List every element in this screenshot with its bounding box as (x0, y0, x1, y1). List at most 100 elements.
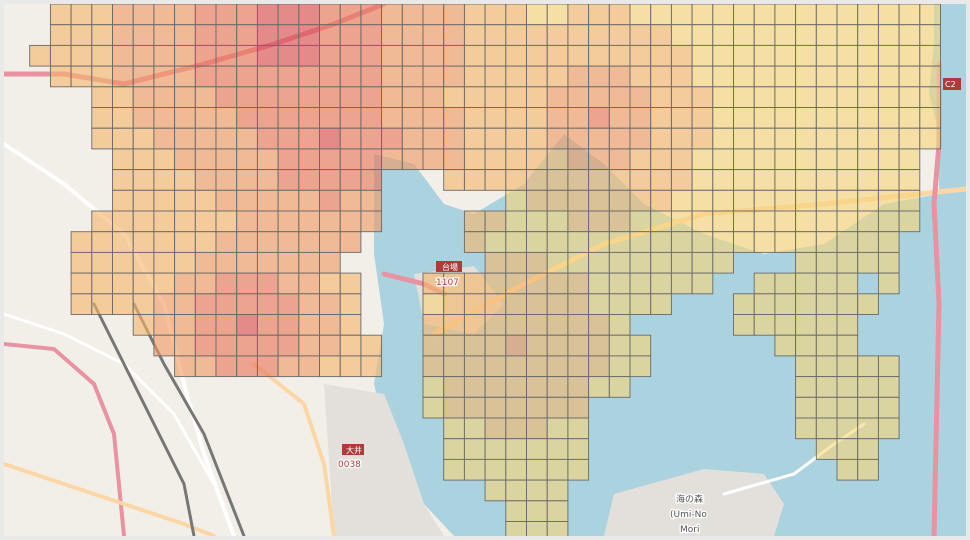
heatmap-cell (194, 355, 217, 378)
heatmap-cell (629, 127, 652, 150)
heatmap-cell (236, 4, 258, 26)
heatmap-cell (153, 24, 176, 46)
heatmap-cell (277, 210, 300, 233)
heatmap-cell (505, 355, 527, 378)
heatmap-cell (877, 65, 900, 88)
heatmap-cell (215, 293, 238, 315)
heatmap-cell (381, 107, 403, 129)
heatmap-cell (857, 127, 879, 150)
heatmap-cell (608, 107, 631, 129)
heatmap-cell (608, 148, 631, 171)
heatmap-cell (670, 189, 693, 212)
heatmap-cell (463, 293, 486, 315)
heatmap-cell (629, 251, 652, 274)
heatmap-cell (422, 148, 445, 171)
heatmap-cell (650, 86, 672, 108)
heatmap-cell (256, 169, 279, 191)
heatmap-cell (898, 127, 921, 150)
heatmap-cell (588, 293, 610, 315)
heatmap-cell (774, 127, 797, 150)
daiba-code: 1107 (436, 278, 459, 288)
heatmap-cell (857, 376, 879, 398)
heatmap-cell (774, 148, 797, 171)
heatmap-cell (629, 355, 652, 378)
heatmap-cell (526, 251, 548, 274)
heatmap-cell (422, 107, 445, 129)
heatmap-cell (691, 189, 714, 212)
heatmap-cell (484, 65, 507, 88)
heatmap-cell (422, 127, 445, 150)
map-container[interactable]: 台場 1107 大井 0038 海の森 (Umi-No Mori C2 (4, 4, 966, 536)
heatmap-cell (795, 251, 817, 274)
heatmap-cell (546, 210, 569, 233)
heatmap-cell (774, 169, 797, 191)
heatmap-cell (443, 314, 465, 336)
heatmap-cell (70, 44, 93, 67)
heatmap-cell (319, 44, 341, 67)
heatmap-cell (236, 251, 258, 274)
heatmap-cell (588, 334, 610, 357)
heatmap-cell (774, 65, 797, 88)
heatmap-cell (484, 479, 507, 502)
heatmap-cell (256, 272, 279, 295)
heatmap-cell (174, 86, 196, 108)
heatmap-cell (795, 148, 817, 171)
heatmap-cell (815, 127, 838, 150)
heatmap-cell (339, 169, 362, 191)
heatmap-cell (650, 148, 672, 171)
heatmap-cell (857, 86, 879, 108)
heatmap-cell (505, 272, 527, 295)
heatmap-cell (484, 396, 507, 419)
heatmap-cell (277, 4, 300, 26)
heatmap-cell (877, 107, 900, 129)
heatmap-cell (49, 44, 72, 67)
heatmap-cell (339, 314, 362, 336)
heatmap-cell (567, 355, 590, 378)
heatmap-cell (774, 210, 797, 233)
heatmap-cell (91, 293, 113, 315)
heatmap-cell (339, 334, 362, 357)
heatmap-cell (153, 314, 176, 336)
heatmap-cell (505, 4, 527, 26)
heatmap-cell (422, 334, 445, 357)
heatmap-cell (546, 376, 569, 398)
heatmap-cell (112, 169, 134, 191)
heatmap-cell (463, 417, 486, 440)
heatmap-cell (567, 4, 590, 26)
heatmap-cell (194, 189, 217, 212)
heatmap-cell (422, 44, 445, 67)
heatmap-cell (153, 86, 176, 108)
heatmap-cell (319, 231, 341, 253)
heatmap-cell (112, 24, 134, 46)
heatmap-cell (339, 107, 362, 129)
heatmap-cell (877, 24, 900, 46)
heatmap-cell (629, 293, 652, 315)
heatmap-cell (774, 293, 797, 315)
heatmap-cell (733, 127, 755, 150)
heatmap-cell (795, 24, 817, 46)
heatmap-cell (91, 231, 113, 253)
heatmap-cell (526, 272, 548, 295)
heatmap-cell (339, 44, 362, 67)
heatmap-cell (112, 293, 134, 315)
heatmap-cell (753, 272, 776, 295)
heatmap-cell (567, 231, 590, 253)
heatmap-cell (277, 251, 300, 274)
heatmap-cell (360, 334, 383, 357)
heatmap-cell (753, 169, 776, 191)
map-canvas[interactable]: 台場 1107 大井 0038 海の森 (Umi-No Mori C2 (4, 4, 966, 536)
heatmap-cell (670, 4, 693, 26)
heatmap-cell (670, 169, 693, 191)
heatmap-cell (546, 44, 569, 67)
heatmap-cell (733, 107, 755, 129)
heatmap-cell (898, 107, 921, 129)
daiba-label-bg (436, 261, 462, 272)
heatmap-cell (463, 231, 486, 253)
heatmap-cell (360, 86, 383, 108)
heatmap-cell (484, 417, 507, 440)
heatmap-cell (422, 376, 445, 398)
heatmap-cell (795, 314, 817, 336)
heatmap-cell (815, 438, 838, 460)
heatmap-cell (774, 189, 797, 212)
heatmap-cell (194, 86, 217, 108)
